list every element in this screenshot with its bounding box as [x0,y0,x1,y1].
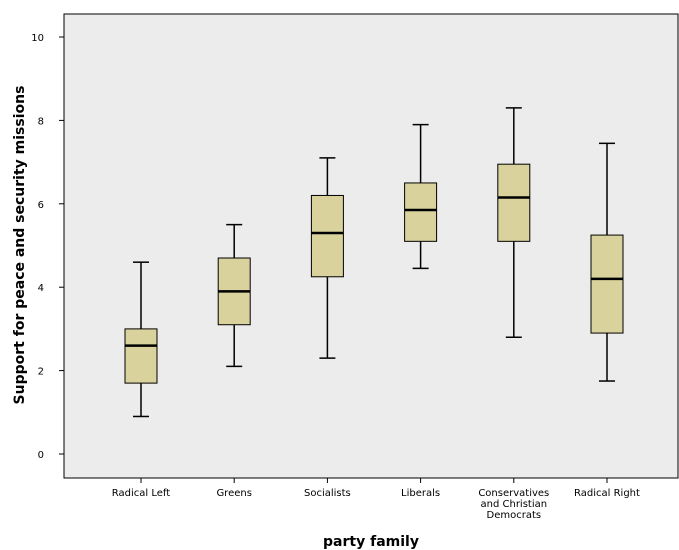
x-category-label-line: Democrats [487,510,542,521]
y-tick-label: 8 [38,116,44,127]
x-category-label: Greens [216,488,252,499]
x-category-label-line: and Christian [481,499,548,510]
x-category-label-line: Radical Right [574,488,640,499]
box [404,182,438,242]
plot-area [63,13,679,479]
x-category-label: Liberals [401,488,440,499]
x-category-label-line: Liberals [401,488,440,499]
box [590,234,624,334]
x-category-label: Radical Right [574,488,640,499]
box [124,328,158,384]
x-category-label-line: Socialists [304,488,351,499]
y-axis-title: Support for peace and security missions [12,86,28,405]
x-category-label-line: Greens [216,488,252,499]
y-tick-label: 0 [38,450,44,461]
y-tick-label: 10 [31,33,44,44]
box [497,163,531,242]
y-tick-label: 6 [38,200,44,211]
x-category-label: Radical Left [112,488,170,499]
x-category-label: Conservatives and Christian Democrats [478,488,549,521]
x-category-label-line: Conservatives [478,488,549,499]
x-category-label-line: Radical Left [112,488,170,499]
x-category-label: Socialists [304,488,351,499]
y-tick-label: 2 [38,367,44,378]
box [310,194,344,278]
x-axis-title: party family [323,534,419,550]
y-tick-label: 4 [38,283,44,294]
